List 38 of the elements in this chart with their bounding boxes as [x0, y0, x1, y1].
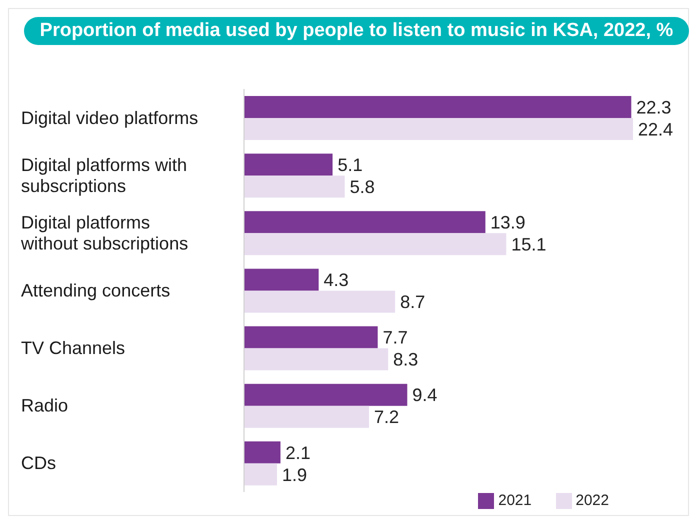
data-label: 1.9 — [282, 464, 308, 485]
bar — [244, 268, 319, 291]
legend-label: 2021 — [498, 492, 532, 509]
bar — [244, 406, 370, 428]
bar — [244, 463, 277, 486]
data-label: 8.7 — [400, 292, 426, 312]
data-label: 9.4 — [412, 385, 438, 406]
data-label: 5.1 — [338, 154, 363, 175]
data-label: 7.2 — [374, 407, 400, 428]
data-label: 22.4 — [638, 119, 674, 140]
bar — [244, 348, 388, 370]
bar — [244, 290, 396, 313]
bar — [244, 384, 408, 406]
data-label: 13.9 — [490, 212, 526, 233]
data-label: 7.7 — [382, 328, 408, 348]
y-tick-label: Radio — [21, 396, 68, 416]
bar — [244, 154, 333, 176]
legend-label: 2022 — [576, 492, 609, 509]
data-label: 5.8 — [350, 176, 375, 197]
y-tick-label: Digital platforms without subscriptions — [20, 212, 188, 254]
bar — [244, 96, 632, 118]
y-tick-label: Digital video platforms — [21, 108, 198, 128]
bar — [244, 176, 345, 198]
data-label: 4.3 — [324, 270, 349, 290]
data-label: 22.3 — [636, 97, 672, 118]
bar — [244, 211, 486, 234]
data-label: 8.3 — [393, 350, 418, 370]
data-label: 2.1 — [285, 442, 310, 463]
y-tick-label: TV Channels — [21, 338, 126, 358]
bar — [244, 441, 280, 464]
bar — [244, 326, 378, 348]
bar — [244, 118, 633, 140]
y-tick-label: Digital platforms with subscriptions — [21, 154, 188, 196]
bar — [244, 233, 506, 256]
y-tick-label: Attending concerts — [21, 280, 170, 300]
y-tick-label: CDs — [21, 453, 56, 474]
chart-title: Proportion of media used by people to listen to music in KSA, 2022, % — [24, 17, 689, 45]
data-label: 15.1 — [511, 234, 546, 255]
